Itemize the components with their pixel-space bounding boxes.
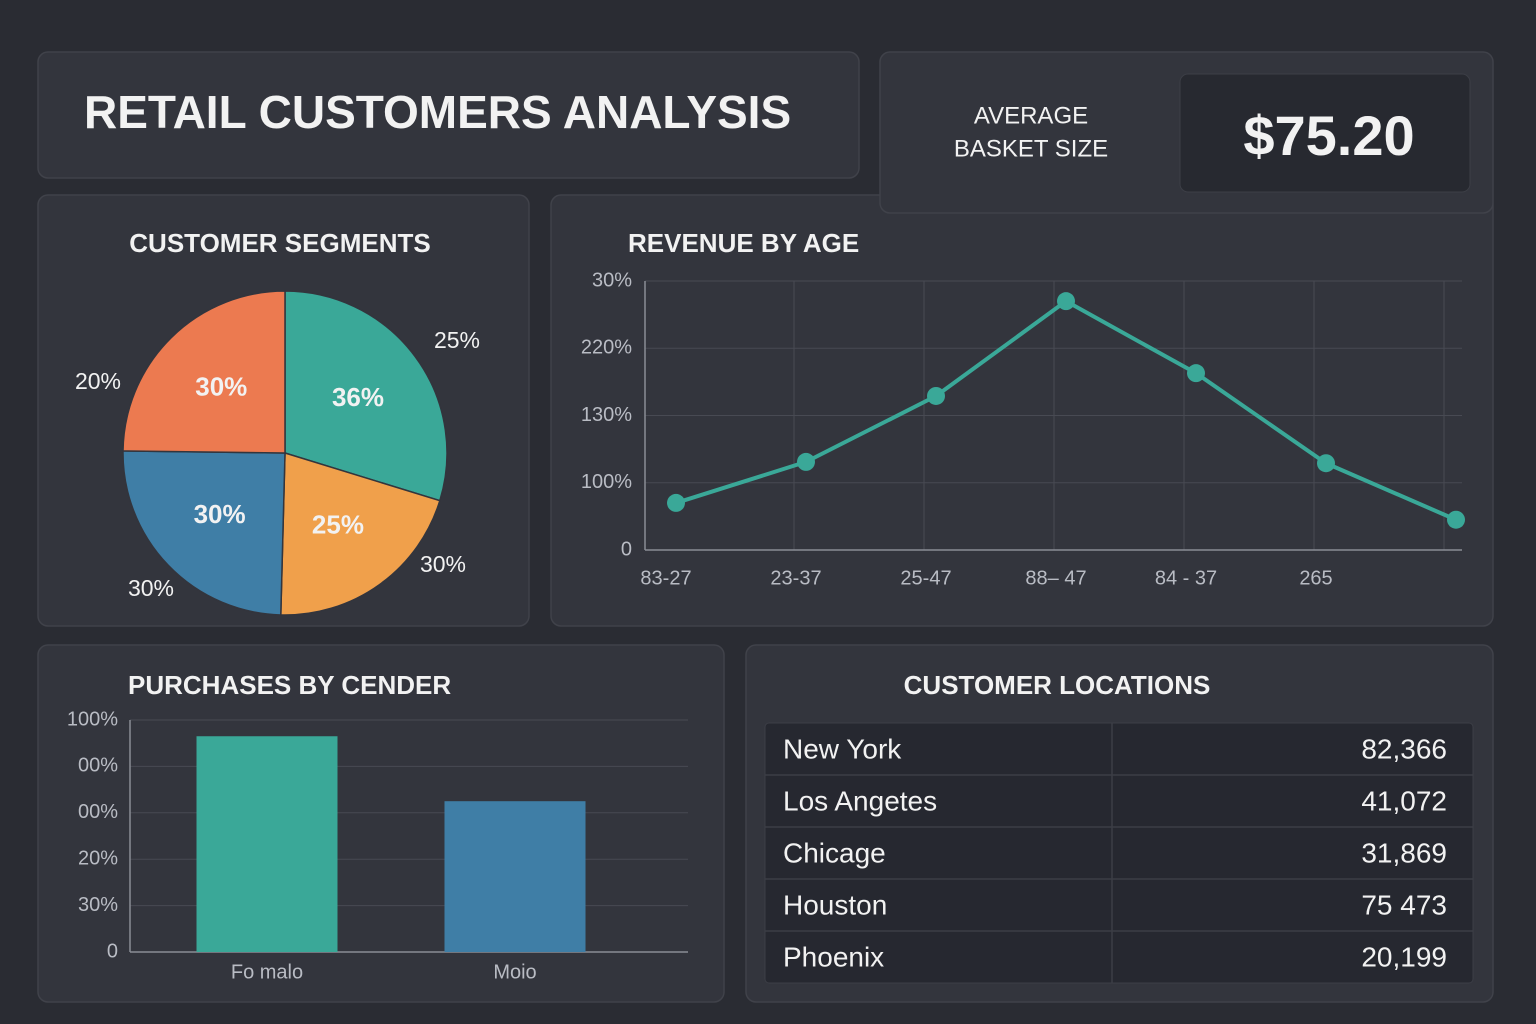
outer-label: 30% <box>420 551 466 577</box>
y-tick-label: 30% <box>78 894 118 916</box>
table-cell-count: 41,072 <box>1361 785 1447 816</box>
line-panel <box>550 194 1494 627</box>
table-cell-count: 31,869 <box>1361 837 1447 868</box>
line-point <box>1187 364 1205 383</box>
kpi-label: BASKET SIZE <box>954 135 1108 162</box>
header-panel <box>37 51 860 179</box>
slice-label: 30% <box>194 499 246 529</box>
table-cell-count: 82,366 <box>1361 733 1447 764</box>
x-tick-label: Moio <box>493 961 536 983</box>
table-cell-count: 20,199 <box>1361 941 1447 972</box>
line-point <box>1057 292 1075 311</box>
y-tick-label: 0 <box>621 538 632 560</box>
y-tick-label: 220% <box>581 337 632 359</box>
chart-title: PURCHASES BY CENDER <box>128 670 451 700</box>
line-point <box>927 386 945 405</box>
x-tick-label: 23-37 <box>770 567 821 589</box>
slice-label: 30% <box>195 371 247 401</box>
y-tick-label: 20% <box>78 847 118 869</box>
y-tick-label: 30% <box>592 269 632 291</box>
y-tick-label: 100% <box>581 471 632 493</box>
table-cell-city: Houston <box>783 889 887 920</box>
table-title: CUSTOMER LOCATIONS <box>904 670 1211 700</box>
kpi-box <box>1179 73 1471 193</box>
y-tick-label: 00% <box>78 755 118 777</box>
pie-slice <box>284 290 448 502</box>
bar <box>444 801 586 952</box>
pie-slice <box>280 451 441 616</box>
x-tick-label: 83-27 <box>640 567 691 589</box>
x-tick-label: 25-47 <box>900 567 951 589</box>
slice-label: 36% <box>332 382 384 412</box>
line-point <box>1447 510 1465 529</box>
outer-label: 20% <box>75 368 121 394</box>
x-tick-label: Fo malo <box>231 961 303 983</box>
page-title: RETAIL CUSTOMERS ANALYSIS <box>84 86 791 138</box>
slice-label: 25% <box>312 510 364 540</box>
outer-label: 25% <box>434 327 480 353</box>
kpi-label: AVERAGE <box>974 102 1088 129</box>
y-tick-label: 00% <box>78 801 118 823</box>
x-tick-label: 84 - 37 <box>1155 567 1217 589</box>
kpi-value: $75.20 <box>1243 104 1414 167</box>
chart-title: REVENUE BY AGE <box>628 228 859 258</box>
table-cell-count: 75 473 <box>1361 889 1447 920</box>
pie-slice <box>122 290 286 454</box>
table-body <box>764 722 1474 984</box>
table-cell-city: Chicage <box>783 837 886 868</box>
line-point <box>667 493 685 512</box>
x-tick-label: 265 <box>1299 567 1332 589</box>
outer-label: 30% <box>128 575 174 601</box>
chart-title: CUSTOMER SEGMENTS <box>129 228 430 258</box>
y-tick-label: 0 <box>107 940 118 962</box>
table-cell-city: New York <box>783 733 902 764</box>
line-point <box>797 452 815 471</box>
x-tick-label: 88– 47 <box>1025 567 1086 589</box>
bar <box>196 736 338 952</box>
table-cell-city: Phoenix <box>783 941 884 972</box>
y-tick-label: 100% <box>67 708 118 730</box>
line-point <box>1317 454 1335 473</box>
pie-slice <box>122 450 286 616</box>
table-cell-city: Los Angetes <box>783 785 937 816</box>
y-tick-label: 130% <box>581 404 632 426</box>
